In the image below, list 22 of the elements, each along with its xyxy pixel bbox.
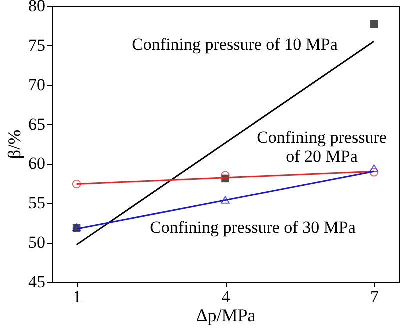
y-tick-label: 50: [28, 233, 46, 252]
y-tick-label: 75: [28, 36, 46, 55]
point: [370, 168, 379, 177]
annotation: Confining pressure of 10 MPa: [132, 35, 338, 54]
point: [370, 20, 378, 28]
y-axis-title: β/%: [4, 130, 24, 160]
y-tick-label: 60: [28, 154, 46, 174]
point: [221, 171, 230, 180]
annotation: Confining pressure of 30 MPa: [150, 218, 356, 237]
y-tick-label: 45: [28, 272, 46, 292]
x-tick-label: 7: [370, 288, 380, 306]
y-tick-label: 70: [28, 75, 46, 94]
point: [72, 180, 82, 189]
x-tick-label: 4: [222, 288, 231, 306]
y-tick-label: 80: [28, 0, 46, 16]
x-axis-title: Δp/MPa: [196, 306, 256, 326]
annotation: Confining pressure of 20 MPa: [257, 128, 387, 166]
y-tick-label: 55: [28, 194, 46, 213]
x-tick-label: 1: [73, 288, 82, 306]
point: [221, 196, 230, 204]
point: [370, 164, 379, 172]
y-tick-label: 65: [28, 114, 46, 134]
